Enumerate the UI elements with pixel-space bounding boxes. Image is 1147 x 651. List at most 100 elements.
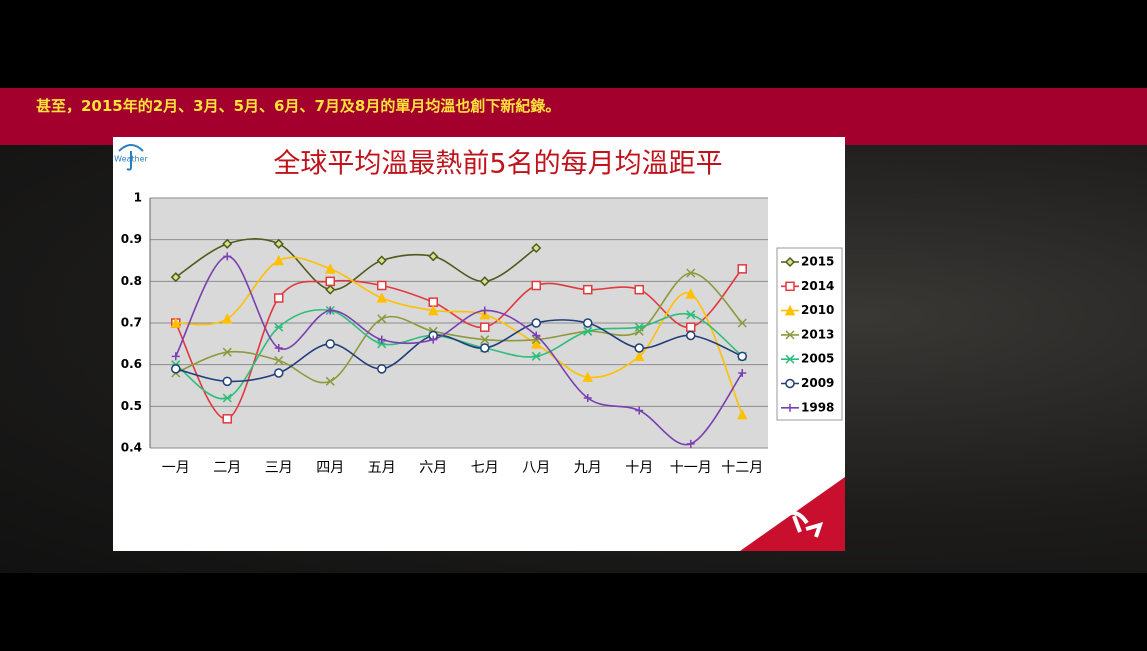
marker <box>170 272 181 283</box>
y-tick-label: 1 <box>134 191 142 205</box>
marker <box>737 408 748 420</box>
marker <box>479 308 490 320</box>
legend-label: 2014 <box>801 279 834 293</box>
marker <box>274 368 284 378</box>
marker <box>480 306 489 315</box>
legend-label: 1998 <box>801 400 834 414</box>
marker <box>738 369 747 377</box>
marker <box>686 268 696 278</box>
marker <box>531 242 542 254</box>
marker <box>479 276 490 287</box>
legend <box>776 247 843 421</box>
marker <box>737 351 747 362</box>
y-tick-label: 0.6 <box>121 357 142 371</box>
marker <box>222 414 232 424</box>
marker <box>325 376 335 386</box>
marker <box>274 293 284 303</box>
marker <box>170 317 181 328</box>
marker <box>223 252 232 261</box>
legend-label: 2015 <box>801 255 834 269</box>
marker <box>274 344 283 352</box>
marker <box>583 394 592 402</box>
marker <box>784 256 796 268</box>
marker <box>428 251 439 262</box>
marker <box>428 304 439 316</box>
line <box>175 268 743 420</box>
x-tick-label: 十一月 <box>670 460 712 476</box>
caption: 甚至，2015年的2月、3月、5月、6月、7月及8月的單月均溫也創下新紀錄。 <box>36 97 561 115</box>
marker <box>785 330 795 340</box>
marker <box>531 318 541 328</box>
x-tick-label: 五月 <box>368 460 396 476</box>
y-tick-label: 0.7 <box>121 316 142 330</box>
marker <box>737 264 747 274</box>
marker <box>786 403 794 412</box>
series <box>171 318 747 387</box>
marker <box>686 439 695 448</box>
series <box>170 254 748 420</box>
marker <box>171 352 180 361</box>
marker <box>634 322 644 332</box>
marker <box>635 406 644 415</box>
marker <box>377 335 386 344</box>
marker <box>583 326 593 336</box>
marker <box>325 339 335 349</box>
marker <box>325 276 335 287</box>
caption-banner <box>0 88 1147 145</box>
series <box>170 238 542 295</box>
x-tick-label: 二月 <box>213 460 241 476</box>
x-tick-label: 九月 <box>574 460 602 476</box>
marker <box>785 378 795 389</box>
marker <box>222 238 233 249</box>
marker <box>480 322 490 332</box>
x-tick-label: 十月 <box>625 460 653 476</box>
marker <box>634 343 644 353</box>
marker <box>325 263 336 274</box>
marker <box>222 347 232 357</box>
marker <box>222 313 233 324</box>
marker <box>531 338 542 349</box>
marker <box>531 280 541 291</box>
marker <box>634 326 644 336</box>
chart: Weather 全球平均溫最熱前5名的每月均溫距平 0.4 0.5 0.6 0.7 0.… <box>113 137 845 551</box>
legend-label: 2010 <box>801 303 834 317</box>
marker <box>429 335 438 344</box>
corner-logo-icon <box>779 511 824 538</box>
marker <box>532 331 541 340</box>
marker <box>273 254 284 266</box>
marker <box>480 343 490 353</box>
marker <box>686 330 696 341</box>
marker <box>376 255 387 266</box>
marker <box>325 284 336 295</box>
y-tick-label: 0.8 <box>121 274 142 288</box>
marker <box>377 280 387 291</box>
marker <box>583 318 593 328</box>
marker <box>377 314 387 324</box>
marker <box>685 288 696 299</box>
marker <box>273 238 284 249</box>
x-tick-label: 三月 <box>265 460 293 476</box>
marker <box>785 354 795 364</box>
marker <box>377 364 387 374</box>
marker <box>171 364 181 374</box>
legend-label: 2005 <box>801 352 834 366</box>
marker <box>274 355 284 366</box>
marker <box>634 284 644 295</box>
marker <box>376 292 387 303</box>
series <box>171 268 747 386</box>
marker <box>222 376 232 387</box>
marker <box>784 304 796 316</box>
x-tick-label: 八月 <box>522 460 550 476</box>
x-tick-label: 七月 <box>471 460 499 476</box>
y-tick-label: 0.5 <box>121 399 142 413</box>
marker <box>326 306 335 315</box>
marker <box>222 393 232 403</box>
marker <box>582 371 593 382</box>
marker <box>686 310 696 320</box>
x-tick-label: 十二月 <box>721 460 763 476</box>
marker <box>531 351 541 361</box>
chart-title: 全球平均溫最熱前5名的每月均溫距平 <box>273 149 722 180</box>
x-tick-label: 一月 <box>162 460 190 476</box>
marker <box>686 322 696 332</box>
